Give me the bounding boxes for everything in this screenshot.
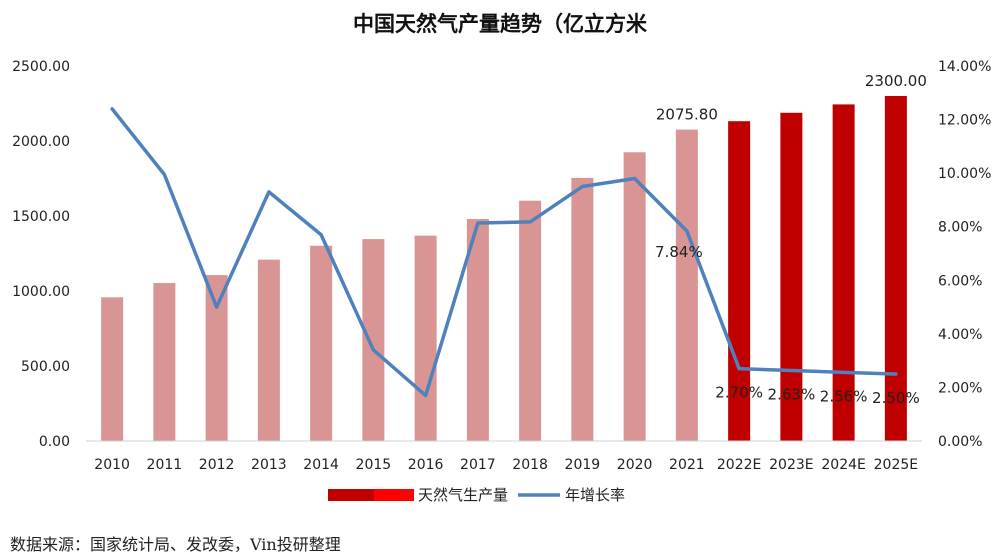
x-axis-tick-label: 2016: [408, 457, 444, 473]
bar: [675, 129, 698, 441]
left-axis-tick-label: 1500.00: [12, 209, 70, 225]
right-axis-tick-label: 6.00%: [938, 273, 982, 289]
x-axis-tick-label: 2014: [303, 457, 339, 473]
growth-rate-line: [110, 107, 898, 398]
x-axis-tick-label: 2020: [617, 457, 653, 473]
x-axis-tick-label: 2021: [669, 457, 705, 473]
right-axis-tick-label: 4.00%: [938, 327, 982, 343]
left-axis-tick-label: 2500.00: [12, 59, 70, 75]
right-axis-tick-label: 8.00%: [938, 220, 982, 236]
left-axis-tick-label: 500.00: [21, 359, 70, 375]
legend-swatch-bar-alt: [374, 489, 414, 501]
line-data-label: 2.70%: [715, 384, 763, 402]
bar: [101, 297, 124, 441]
bar: [519, 200, 542, 441]
left-axis-tick-label: 2000.00: [12, 134, 70, 150]
right-axis-tick-label: 2.00%: [938, 380, 982, 396]
legend-label-production: 天然气生产量: [418, 486, 508, 504]
bar: [728, 121, 751, 441]
source-note: 数据来源：国家统计局、发改委，Vin投研整理: [10, 535, 341, 554]
bar: [466, 219, 489, 441]
bar: [832, 104, 855, 442]
x-axis-tick-label: 2012: [199, 457, 235, 473]
chart-title: 中国天然气产量趋势（亿立方米: [353, 12, 647, 36]
x-axis-tick-label: 2017: [460, 457, 496, 473]
x-axis-tick-label: 2015: [356, 457, 392, 473]
legend-swatch-bar: [328, 489, 374, 501]
bar: [205, 275, 228, 441]
bar: [153, 283, 176, 441]
bar: [310, 245, 333, 441]
x-axis-tick-label: 2018: [512, 457, 548, 473]
left-axis-tick-label: 1000.00: [12, 284, 70, 300]
right-axis-tick-label: 12.00%: [938, 113, 991, 129]
x-axis-tick-label: 2011: [147, 457, 183, 473]
left-axis-tick-label: 0.00: [39, 434, 70, 450]
line-data-label: 2.50%: [872, 389, 920, 407]
bar: [362, 239, 385, 441]
right-axis-tick-label: 0.00%: [938, 434, 982, 450]
x-axis-tick-label: 2023E: [769, 457, 813, 473]
bar: [414, 235, 437, 441]
bar: [257, 259, 280, 441]
legend-label-growth: 年增长率: [565, 486, 625, 504]
bar: [571, 177, 594, 441]
bar-data-label: 2075.80: [656, 106, 718, 124]
line-data-label: 2.56%: [820, 387, 868, 405]
bar: [884, 96, 907, 441]
line-data-label: 7.84%: [655, 243, 703, 261]
right-axis-tick-label: 10.00%: [938, 166, 991, 182]
x-axis-tick-label: 2013: [251, 457, 287, 473]
bar: [780, 112, 803, 442]
x-axis-tick-label: 2022E: [717, 457, 761, 473]
x-axis-tick-label: 2010: [94, 457, 130, 473]
bar-data-label: 2300.00: [865, 72, 927, 90]
bar: [623, 152, 646, 441]
x-axis-tick-label: 2025E: [874, 457, 918, 473]
line-data-label: 2.63%: [768, 386, 816, 404]
right-axis-tick-label: 14.00%: [938, 59, 991, 75]
x-axis-tick-label: 2019: [565, 457, 601, 473]
x-axis-tick-label: 2024E: [821, 457, 865, 473]
